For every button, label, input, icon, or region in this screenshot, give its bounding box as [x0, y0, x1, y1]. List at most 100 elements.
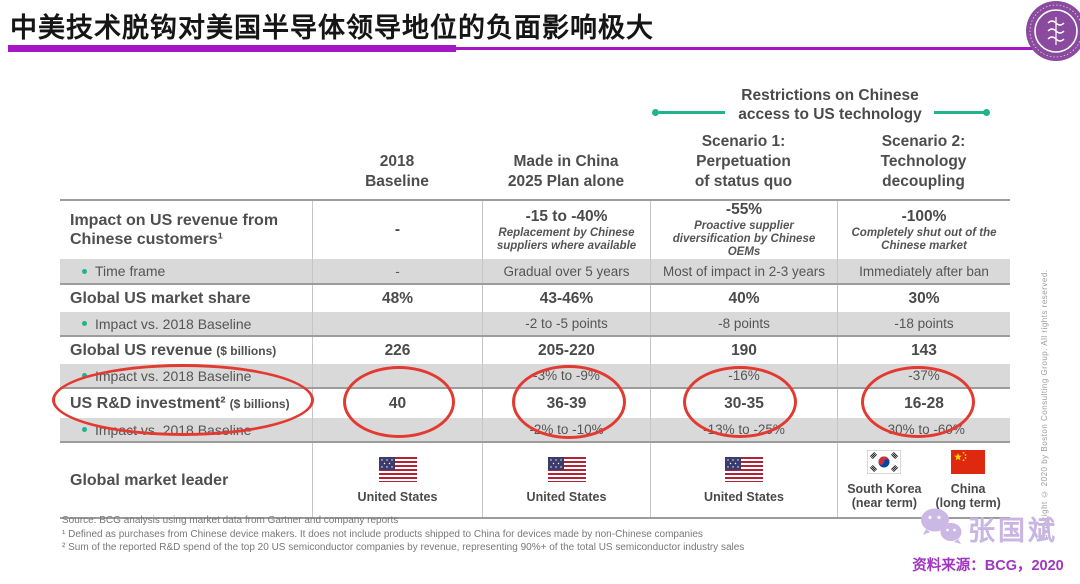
restrictions-line1: Restrictions on Chinese: [741, 87, 919, 104]
cell-value: 30-35: [724, 394, 764, 412]
footnote-1: ¹ Defined as purchases from Chinese devi…: [62, 528, 703, 540]
row-label: Time frame: [95, 263, 166, 279]
row-label-unit: ($ billions): [229, 396, 290, 411]
south-korea-flag-icon: [866, 449, 902, 479]
leader-caption-term: (long term): [935, 496, 1001, 510]
cell-value: 43-46%: [539, 289, 594, 307]
cell-value: 40%: [728, 289, 760, 307]
colhead-line: 2025 Plan alone: [507, 173, 625, 190]
table-subrow: Time frame - Gradual over 5 years Most o…: [60, 259, 1010, 283]
wechat-account-name: 张国斌: [968, 516, 1058, 546]
green-dot-right: [983, 109, 990, 116]
row-label: Impact vs. 2018 Baseline: [95, 367, 252, 384]
cell-value: -100%: [901, 207, 947, 225]
cell-value: -37%: [908, 368, 940, 383]
bullet-icon: [82, 321, 87, 326]
cell-value: -30% to -60%: [883, 422, 965, 437]
page-title: 中美技术脱钩对美国半导体领导地位的负面影响极大: [10, 13, 654, 43]
row-label: Global market leader: [70, 471, 229, 489]
cell-value: Gradual over 5 years: [503, 263, 630, 279]
cell-value: 205-220: [538, 341, 595, 359]
cell-value: -16%: [728, 368, 760, 383]
column-header-scenario2: Scenario 2: Technology decoupling: [837, 132, 1010, 192]
source-line: Source: BCG analysis using market data f…: [62, 515, 399, 526]
copyright-vertical-text: Copyright © 2020 by Boston Consulting Gr…: [1040, 269, 1049, 540]
leader-caption: United States: [357, 489, 438, 504]
cell-value: -15 to -40%: [525, 207, 608, 225]
row-label: Global US market share: [70, 290, 251, 307]
footnotes: Source: BCG analysis using market data f…: [62, 514, 744, 555]
cell-value: -: [395, 263, 400, 279]
restrictions-line2: access to US technology: [738, 106, 922, 123]
table-row: Impact on US revenue from Chinese custom…: [60, 199, 1010, 259]
colhead-line: Perpetuation: [696, 153, 791, 170]
table-row: Global US market share 48% 43-46% 40% 30…: [60, 283, 1010, 312]
cell-value: -18 points: [894, 316, 954, 331]
bullet-icon: [82, 268, 87, 274]
cell-value: -2% to -10%: [529, 422, 604, 437]
cell-value: 48%: [381, 289, 414, 307]
data-table: Impact on US revenue from Chinese custom…: [60, 199, 1010, 519]
table-subrow: Impact vs. 2018 Baseline -3% to -9% -16%…: [60, 364, 1010, 387]
wechat-watermark: 张国斌 资料来源：BCG，2020: [890, 505, 1080, 575]
colhead-line: Technology: [880, 153, 967, 170]
cell-value: 36-39: [546, 394, 587, 412]
leader-caption: United States: [526, 489, 607, 504]
leader-caption: United States: [704, 489, 784, 504]
row-label: US R&D investment²: [70, 395, 226, 412]
column-header-2018-baseline: 2018 Baseline: [312, 152, 482, 192]
table-subrow: Impact vs. 2018 Baseline -2% to -10% -13…: [60, 418, 1010, 441]
cell-value: 30%: [908, 289, 940, 307]
green-dot-left: [652, 109, 659, 116]
row-label: Impact vs. 2018 Baseline: [95, 421, 252, 438]
cell-note: Completely shut out of the Chinese marke…: [851, 226, 997, 252]
bullet-icon: [82, 373, 87, 378]
cell-value: -2 to -5 points: [525, 316, 608, 331]
leader-caption: South Korea: [847, 482, 922, 496]
row-label: Impact on US revenue from Chinese custom…: [70, 212, 279, 248]
column-header-scenario1: Scenario 1: Perpetuation of status quo: [650, 132, 837, 192]
cell-value: 40: [388, 394, 407, 412]
table-row-rd-investment: US R&D investment² ($ billions) 40 36-39 …: [60, 387, 1010, 418]
cell-value: 16-28: [904, 394, 944, 412]
row-label-unit: ($ billions): [216, 343, 277, 358]
data-source-caption: 资料来源：BCG，2020: [912, 558, 1064, 574]
cell-value: 190: [731, 341, 757, 359]
leader-caption-term: (near term): [851, 496, 917, 510]
cell-note: Replacement by Chinese suppliers where a…: [496, 226, 637, 252]
cell-value: -: [394, 221, 401, 238]
china-flag-icon: [951, 450, 986, 479]
cell-value: Immediately after ban: [859, 263, 989, 279]
cell-value: -3% to -9%: [533, 368, 600, 383]
colhead-line: Baseline: [365, 173, 429, 190]
colhead-line: decoupling: [882, 173, 965, 190]
us-flag-icon: [547, 456, 586, 487]
colhead-line: 2018: [379, 153, 415, 170]
colhead-line: Made in China: [513, 153, 619, 170]
row-label: Impact vs. 2018 Baseline: [95, 315, 252, 332]
row-label: Global US revenue: [70, 342, 213, 359]
wechat-icon: [918, 505, 964, 552]
title-underline-thin: [456, 47, 1045, 50]
column-header-made-in-china: Made in China 2025 Plan alone: [482, 152, 650, 192]
table-row: Global US revenue ($ billions) 226 205-22…: [60, 335, 1010, 364]
cell-value: -8 points: [718, 316, 770, 331]
cell-note: Proactive supplier diversification by Ch…: [672, 220, 816, 258]
cell-value: Most of impact in 2-3 years: [662, 263, 826, 279]
restrictions-header: Restrictions on Chinese access to US tec…: [648, 86, 1012, 124]
cell-value: 226: [384, 341, 411, 359]
cell-value: -55%: [725, 201, 763, 218]
tsinghua-seal-icon: [1020, 1, 1080, 63]
green-line-left: [659, 111, 725, 114]
leader-caption: China: [950, 482, 986, 496]
green-line-right: [934, 111, 986, 114]
footnote-2: ² Sum of the reported R&D spend of the t…: [62, 542, 745, 553]
bullet-icon: [82, 427, 87, 432]
colhead-line: of status quo: [694, 173, 793, 190]
colhead-line: Scenario 2:: [881, 133, 966, 150]
table-subrow: Impact vs. 2018 Baseline -2 to -5 points…: [60, 312, 1010, 335]
table-row-market-leader: Global market leader United States Unite…: [60, 441, 1010, 519]
title-underline-thick: [8, 45, 456, 52]
us-flag-icon: [725, 456, 763, 487]
